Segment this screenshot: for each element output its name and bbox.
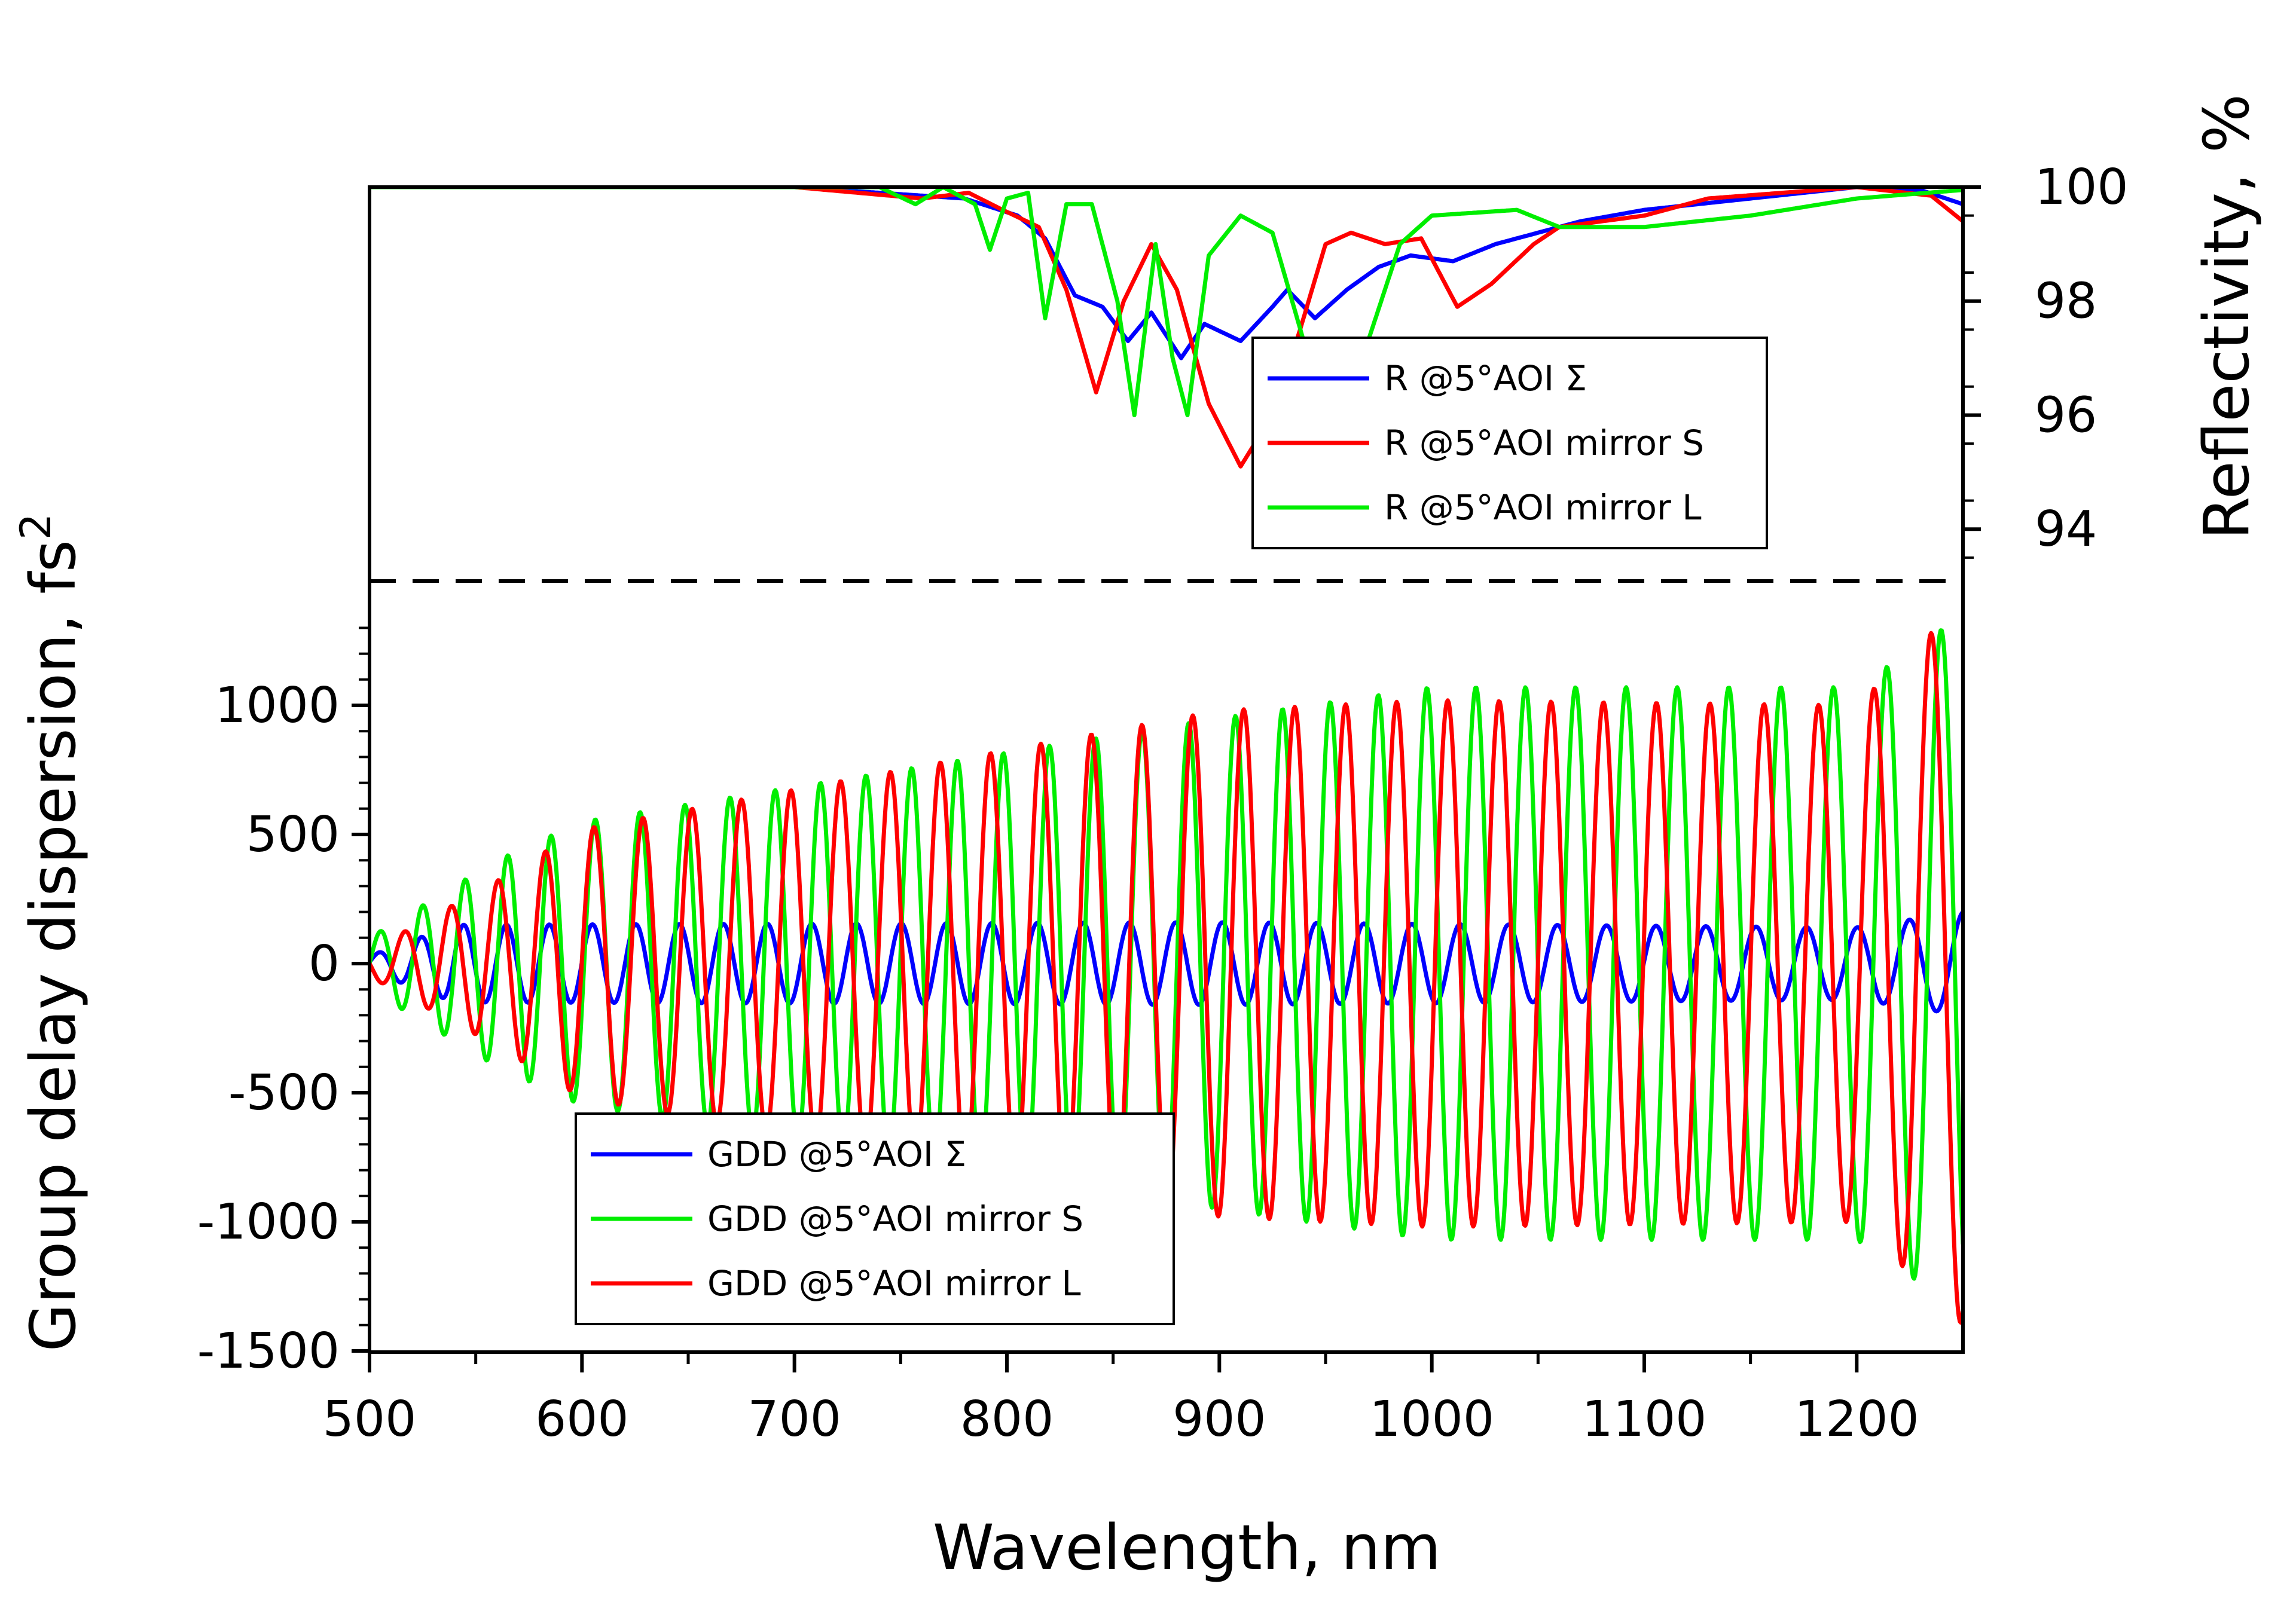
- legend-reflectivity: R @5°AOI Σ R @5°AOI mirror S R @5°AOI mirr…: [1251, 337, 1768, 549]
- x-axis-title: Wavelength, nm: [933, 1511, 1441, 1584]
- refl-y-tick-label: 98: [2035, 273, 2097, 330]
- x-tick-label: 1000: [1369, 1391, 1494, 1448]
- x-tick-label: 700: [747, 1391, 841, 1448]
- x-tick-label: 900: [1173, 1391, 1266, 1448]
- plot-border: [368, 185, 1965, 1354]
- y-axis-title-gdd: Group delay dispersion, fs2: [11, 513, 90, 1352]
- legend-label: R @5°AOI Σ: [1384, 358, 1587, 399]
- gdd-y-tick-label: 1000: [215, 677, 340, 734]
- legend-label: R @5°AOI mirror L: [1384, 487, 1702, 528]
- refl-y-tick-label: 100: [2035, 159, 2129, 216]
- refl-y-tick-label: 94: [2035, 501, 2097, 558]
- legend-gdd: GDD @5°AOI Σ GDD @5°AOI mirror S GDD @5°AO…: [575, 1112, 1175, 1325]
- x-tick-label: 1200: [1794, 1391, 1919, 1448]
- legend-label: R @5°AOI mirror S: [1384, 423, 1704, 463]
- legend-label: GDD @5°AOI mirror L: [707, 1263, 1081, 1304]
- y-axis-gdd: -1500 -1000 -500 0 500 1000: [197, 626, 370, 1380]
- refl-y-tick-label: 96: [2035, 387, 2097, 444]
- legend-label: GDD @5°AOI mirror S: [707, 1199, 1083, 1239]
- x-tick-label: 1100: [1582, 1391, 1707, 1448]
- x-axis: 500 600 700 800 900 1000 1100 1200: [323, 1352, 1919, 1448]
- x-tick-label: 600: [535, 1391, 629, 1448]
- x-tick-label: 500: [323, 1391, 417, 1448]
- plot-frame: [368, 185, 1965, 1354]
- gdd-y-tick-label: 0: [309, 935, 340, 992]
- gdd-y-tick-label: -1000: [197, 1194, 340, 1251]
- x-tick-label: 800: [960, 1391, 1054, 1448]
- legend-label: GDD @5°AOI Σ: [707, 1134, 966, 1175]
- gdd-y-tick-label: -500: [228, 1065, 340, 1121]
- y-axis-reflectivity: 94 96 98 100: [1963, 159, 2129, 559]
- gdd-y-tick-label: 500: [246, 806, 340, 863]
- gdd-y-tick-label: -1500: [197, 1323, 340, 1380]
- y-axis-title-reflectivity: Reflectivity, %: [2190, 94, 2263, 540]
